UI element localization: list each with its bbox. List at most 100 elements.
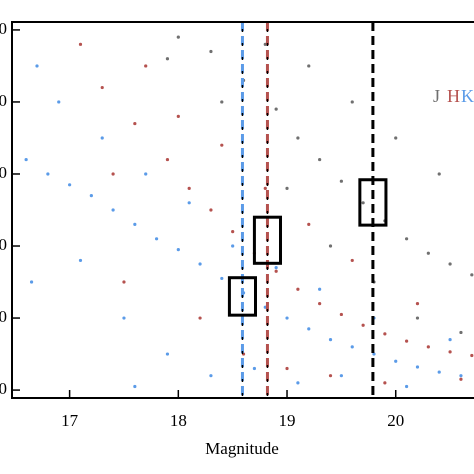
point [220, 143, 224, 147]
point [350, 345, 354, 349]
point [133, 384, 137, 389]
point [350, 258, 354, 263]
point [285, 186, 289, 190]
point [78, 42, 83, 46]
x-axis-label: Magnitude [205, 439, 279, 458]
point [296, 287, 300, 291]
highlight-box [227, 276, 258, 317]
y-tick-label: 20 [0, 307, 7, 326]
point [231, 244, 235, 248]
point [328, 338, 333, 342]
point [415, 316, 420, 320]
point [198, 316, 202, 320]
point [318, 302, 322, 306]
point [448, 338, 452, 342]
axis-frame [11, 21, 474, 399]
legend-label: H [447, 86, 460, 106]
highlight-box [358, 178, 388, 227]
point [274, 107, 278, 111]
point [437, 172, 441, 176]
point [68, 183, 72, 187]
point [89, 193, 93, 198]
point [383, 381, 387, 385]
point [339, 179, 343, 183]
x-tick-label: 17 [61, 411, 79, 430]
point [263, 186, 267, 190]
point [144, 172, 148, 176]
point [459, 374, 463, 378]
point [176, 114, 180, 118]
point [24, 157, 28, 162]
point [209, 49, 213, 54]
point [231, 230, 235, 234]
point [111, 208, 115, 212]
point [318, 157, 322, 162]
point [307, 222, 311, 227]
point [415, 302, 420, 306]
point [176, 35, 180, 39]
point [187, 201, 191, 205]
point [405, 237, 409, 241]
y-tick-label: 50 [0, 91, 7, 110]
point [154, 237, 159, 241]
point [459, 330, 463, 335]
point [307, 64, 311, 68]
point [339, 312, 343, 317]
point [220, 100, 224, 104]
point [133, 121, 137, 126]
point [122, 316, 126, 320]
point [35, 64, 39, 68]
legend-label: K [461, 86, 474, 106]
point [165, 157, 170, 162]
point [274, 266, 278, 270]
point [470, 353, 474, 358]
point [198, 262, 202, 266]
point [350, 100, 354, 104]
point [437, 370, 441, 374]
point [165, 352, 170, 356]
x-tick-label: 19 [279, 411, 296, 430]
point [296, 136, 300, 140]
point [415, 365, 420, 369]
point [176, 248, 180, 252]
point [111, 172, 115, 176]
point [285, 366, 289, 371]
point [100, 136, 104, 140]
y-tick-label: 40 [0, 163, 7, 182]
point [394, 136, 398, 140]
point [383, 332, 387, 336]
point [46, 172, 50, 176]
point [394, 359, 398, 363]
point [220, 276, 224, 281]
point [100, 85, 104, 90]
point [285, 316, 289, 320]
y-tick-label: 30 [0, 235, 7, 254]
point [209, 374, 213, 378]
point [426, 345, 430, 349]
y-tick-label: 60 [0, 19, 7, 38]
point [29, 280, 34, 284]
point [459, 377, 463, 381]
point [144, 64, 148, 68]
y-tick-label: 10 [0, 379, 7, 398]
point [448, 350, 452, 354]
point [328, 374, 333, 378]
point [426, 251, 430, 255]
point [307, 327, 311, 331]
point [165, 57, 170, 61]
point [372, 352, 376, 356]
point [296, 381, 300, 385]
highlight-box [252, 215, 283, 265]
point [133, 222, 137, 227]
point [328, 244, 333, 248]
point [405, 339, 409, 343]
point [470, 273, 474, 277]
point [318, 287, 322, 291]
point [187, 186, 191, 190]
point [448, 262, 452, 266]
point [361, 201, 365, 205]
point [209, 208, 213, 212]
point [274, 269, 278, 273]
x-tick-label: 20 [387, 411, 404, 430]
